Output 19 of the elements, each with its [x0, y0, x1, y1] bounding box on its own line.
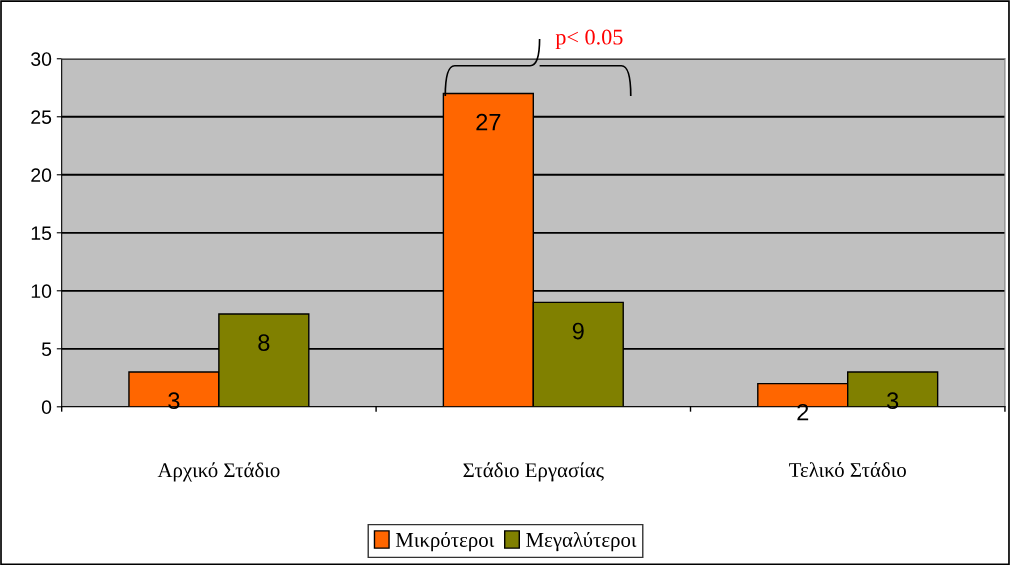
y-tick-label: 15	[31, 226, 52, 241]
y-tick-label: 5	[41, 342, 52, 357]
y-tick-label: 30	[31, 52, 52, 66]
data-label: 8	[258, 334, 270, 351]
annotation: p< 0.05	[555, 29, 623, 50]
x-tick-label: Τελικό Στάδιο	[789, 462, 906, 478]
y-tick-label: 25	[31, 110, 52, 124]
data-label: 3	[168, 392, 180, 409]
y-tick-label: 0	[41, 400, 52, 415]
data-label: 2	[797, 403, 809, 421]
data-label: 9	[572, 322, 584, 340]
legend-label: Μεγαλύτεροι	[526, 532, 637, 552]
legend-label: Μικρότεροι	[395, 532, 495, 552]
y-tick-label: 10	[31, 284, 52, 299]
y-tick-label: 20	[31, 168, 52, 183]
x-tick-label: Αρχικό Στάδιο	[157, 462, 280, 482]
data-label: 27	[476, 113, 501, 131]
x-tick-label: Στάδιο Εργασίας	[463, 462, 604, 482]
data-label: 3	[887, 392, 899, 409]
